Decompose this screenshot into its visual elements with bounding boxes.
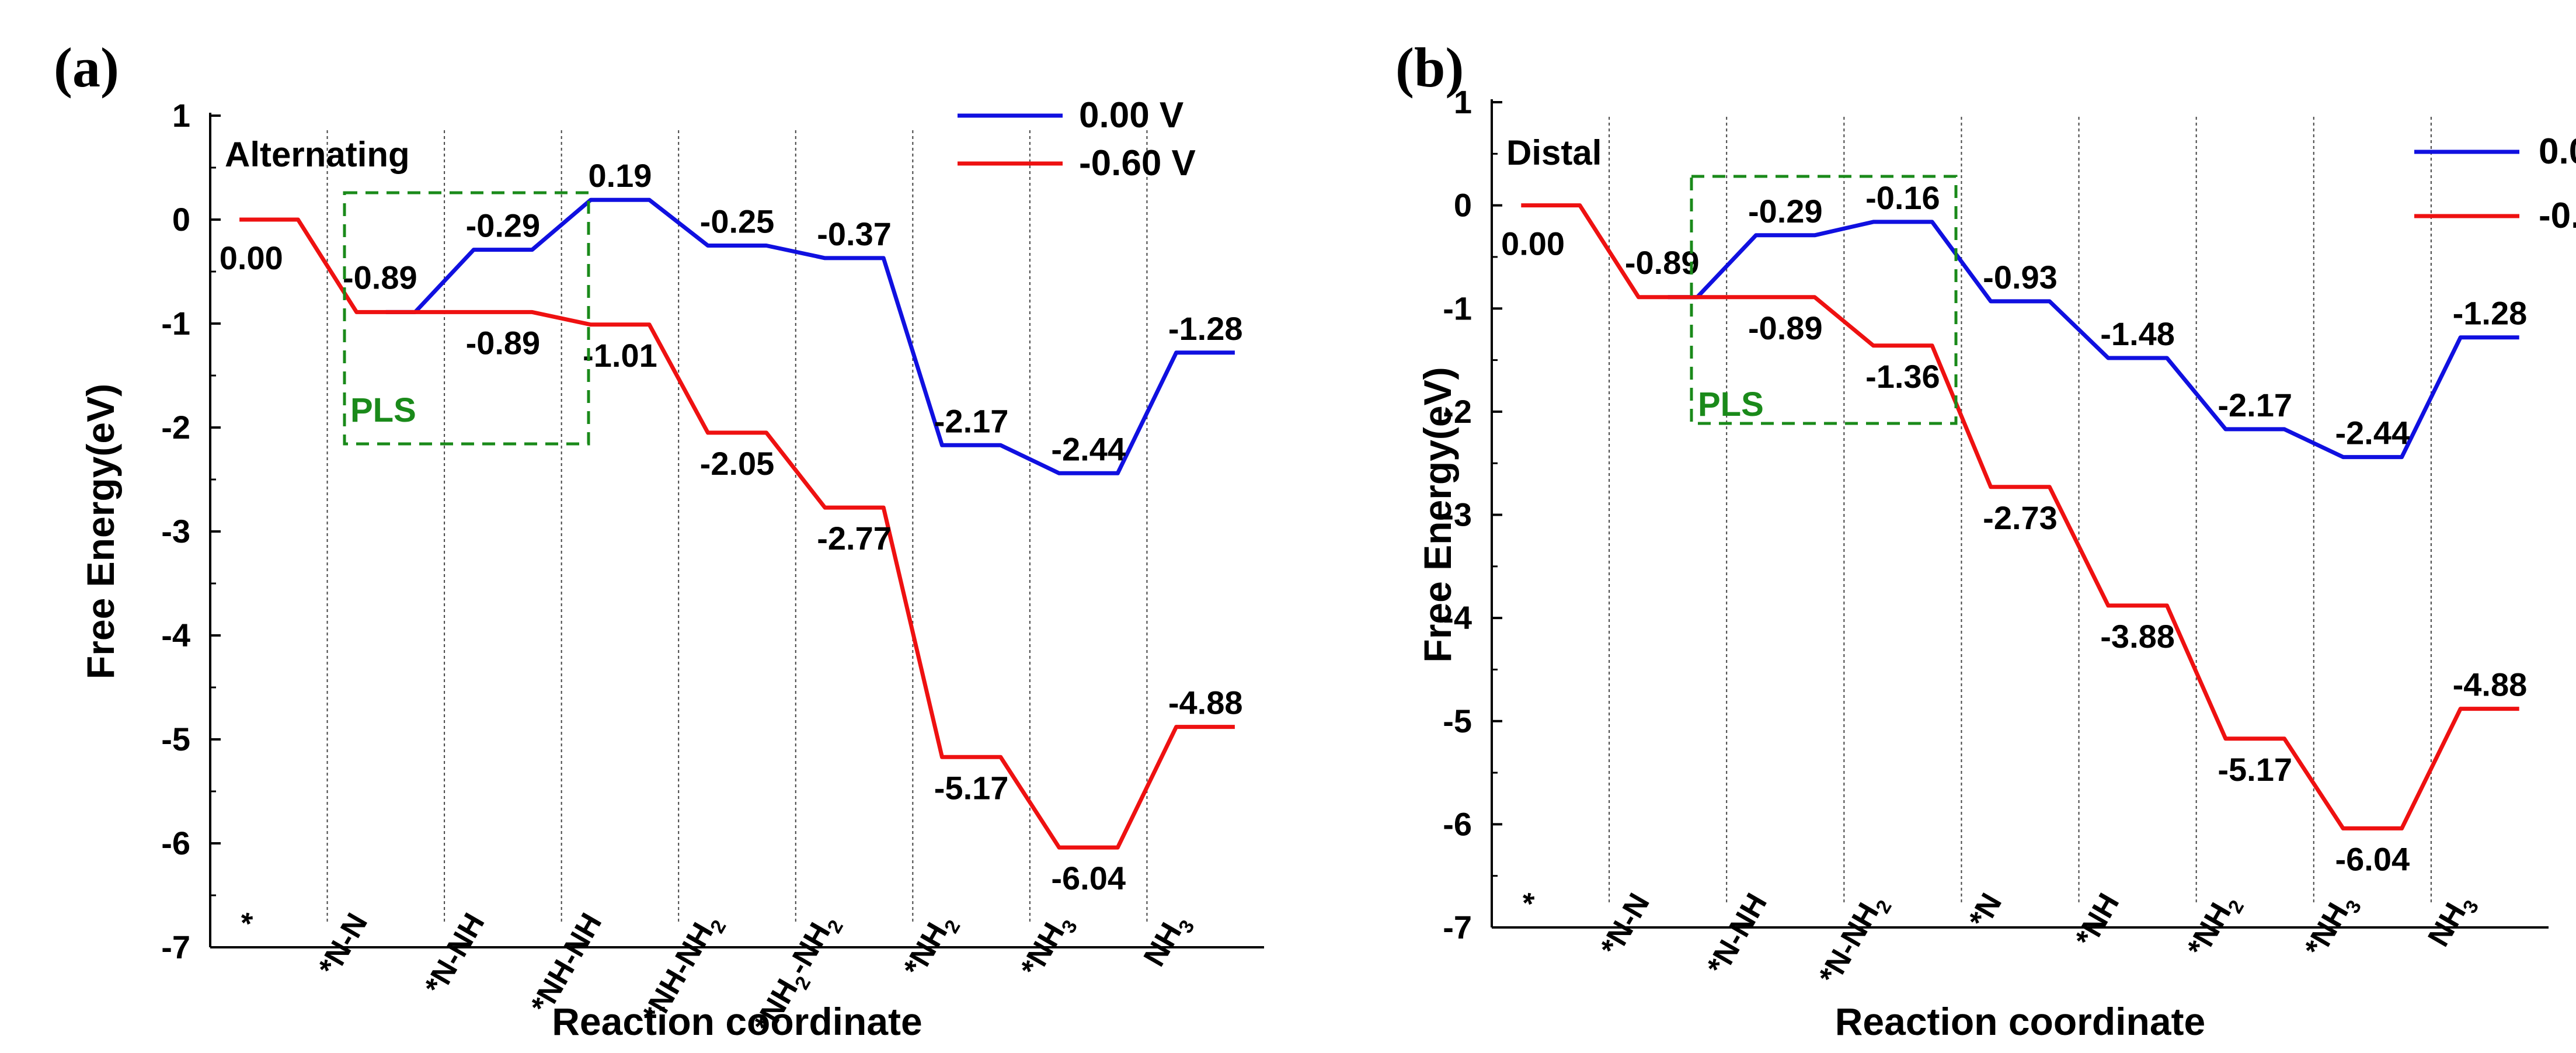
- series-line-zero-volt: [385, 197, 1235, 475]
- category-text: *N-N: [1594, 888, 1656, 962]
- data-label: -2.77: [817, 520, 892, 557]
- y-axis-title: Free Energy(eV): [79, 384, 122, 679]
- data-label: 0.19: [588, 157, 652, 194]
- chart-panel-a: (a) 1 0 -1 -2 -3 -4 -5 -6 -7 Free Energy(eV) Reacti…: [54, 36, 1264, 1043]
- y-tick-label: -2: [1443, 393, 1472, 430]
- series-line-minus-060-volt: [239, 217, 1235, 850]
- panel-label: (a): [54, 36, 119, 99]
- x-axis-title: Reaction coordinate: [552, 1000, 922, 1043]
- y-axis-title: Free Energy(eV): [1416, 367, 1459, 662]
- pls-box: [1690, 175, 1958, 425]
- category-label: *: [1515, 887, 1551, 915]
- data-label: -2.44: [2335, 415, 2410, 451]
- panel-label: (b): [1395, 36, 1464, 99]
- legend-label: 0.00 V: [2539, 131, 2576, 172]
- y-tick-label: -3: [161, 513, 190, 550]
- y-tick-label: -5: [161, 721, 190, 757]
- data-label: 0.00: [220, 239, 283, 276]
- data-label: -2.17: [2218, 387, 2292, 423]
- y-tick-label: -7: [1443, 909, 1472, 946]
- y-tick-label: 1: [172, 97, 190, 134]
- pls-label: PLS: [350, 391, 416, 429]
- x-axis-title: Reaction coordinate: [1835, 1000, 2205, 1043]
- data-label: -0.37: [817, 216, 892, 252]
- legend-label: 0.00 V: [1079, 95, 1183, 135]
- category-label: *N-NH2: [1812, 888, 1896, 993]
- data-label: -2.05: [700, 445, 775, 482]
- legend-label: -0.60 V: [1079, 143, 1196, 183]
- data-label: -4.88: [2453, 666, 2528, 703]
- pls-label: PLS: [1698, 385, 1764, 423]
- mechanism-title: Alternating: [225, 135, 410, 174]
- category-label: *N-NH: [418, 908, 491, 1000]
- pls-box: [343, 191, 590, 446]
- y-tick-label: -3: [1443, 496, 1472, 533]
- category-label: *: [234, 907, 269, 934]
- legend-label: -0.60 V: [2539, 196, 2576, 236]
- data-label: -0.89: [343, 259, 417, 296]
- category-label: *N-N: [312, 908, 375, 982]
- data-label: 0.00: [1501, 225, 1565, 262]
- y-tick-label: -4: [161, 617, 190, 654]
- category-label: *N-N: [1594, 888, 1656, 962]
- data-label: -3.88: [2100, 618, 2175, 655]
- data-label: -1.48: [2100, 315, 2175, 352]
- data-label: -0.93: [1983, 259, 2058, 296]
- data-label: -2.44: [1051, 430, 1126, 467]
- category-text: *: [1515, 887, 1551, 915]
- data-label: -1.28: [1168, 310, 1243, 347]
- y-tick-label: -5: [1443, 703, 1472, 739]
- data-label: -0.29: [466, 207, 541, 244]
- data-label: -0.29: [1748, 193, 1823, 230]
- data-label: -6.04: [1051, 860, 1126, 896]
- data-label: -0.16: [1865, 179, 1940, 216]
- mechanism-title: Distal: [1506, 133, 1602, 172]
- category-text: *N-NH: [1701, 888, 1774, 981]
- data-label: -5.17: [934, 769, 1009, 806]
- data-label: -0.25: [700, 203, 775, 240]
- data-label: -0.89: [1625, 244, 1700, 281]
- data-label: -6.04: [2335, 840, 2410, 877]
- data-label: -4.88: [1168, 684, 1243, 721]
- category-label: *NH: [2069, 888, 2126, 953]
- y-tick-label: -6: [1443, 805, 1472, 842]
- category-label: NH3: [2421, 888, 2483, 955]
- series-line-zero-volt: [1668, 220, 2519, 460]
- category-text: *N-N: [312, 908, 375, 982]
- data-label: -5.17: [2218, 751, 2292, 788]
- data-label: -1.01: [583, 337, 657, 374]
- category-text: *NH: [2069, 888, 2126, 953]
- y-tick-label: -2: [161, 409, 190, 446]
- series-line-minus-060-volt: [1521, 203, 2519, 830]
- data-label: -2.17: [934, 402, 1009, 439]
- y-tick-label: -1: [161, 305, 190, 342]
- data-label: -2.73: [1983, 499, 2058, 536]
- y-tick-label: -6: [161, 825, 190, 861]
- y-tick-label: -7: [161, 929, 190, 965]
- category-label: *N-NH: [1701, 888, 1774, 981]
- category-label: NH3: [1137, 908, 1199, 975]
- data-label: -1.28: [2453, 295, 2528, 332]
- data-label: -0.89: [1748, 310, 1823, 346]
- category-text: *N-NH: [1812, 897, 1885, 990]
- y-tick-label: 0: [172, 201, 190, 238]
- data-label: -0.89: [466, 324, 541, 361]
- y-tick-label: -4: [1443, 599, 1472, 636]
- y-tick-label: 0: [1454, 187, 1472, 224]
- category-text: *: [234, 907, 269, 934]
- y-tick-label: 1: [1454, 84, 1472, 120]
- y-tick-label: -1: [1443, 290, 1472, 326]
- data-label: -1.36: [1865, 358, 1940, 395]
- chart-panel-b: (b)1 0 -1 -2 -3 -4 -5 -6 -7 Free Energy(eV) Reacti…: [1395, 36, 2576, 1043]
- category-text: *N-NH: [418, 908, 491, 1000]
